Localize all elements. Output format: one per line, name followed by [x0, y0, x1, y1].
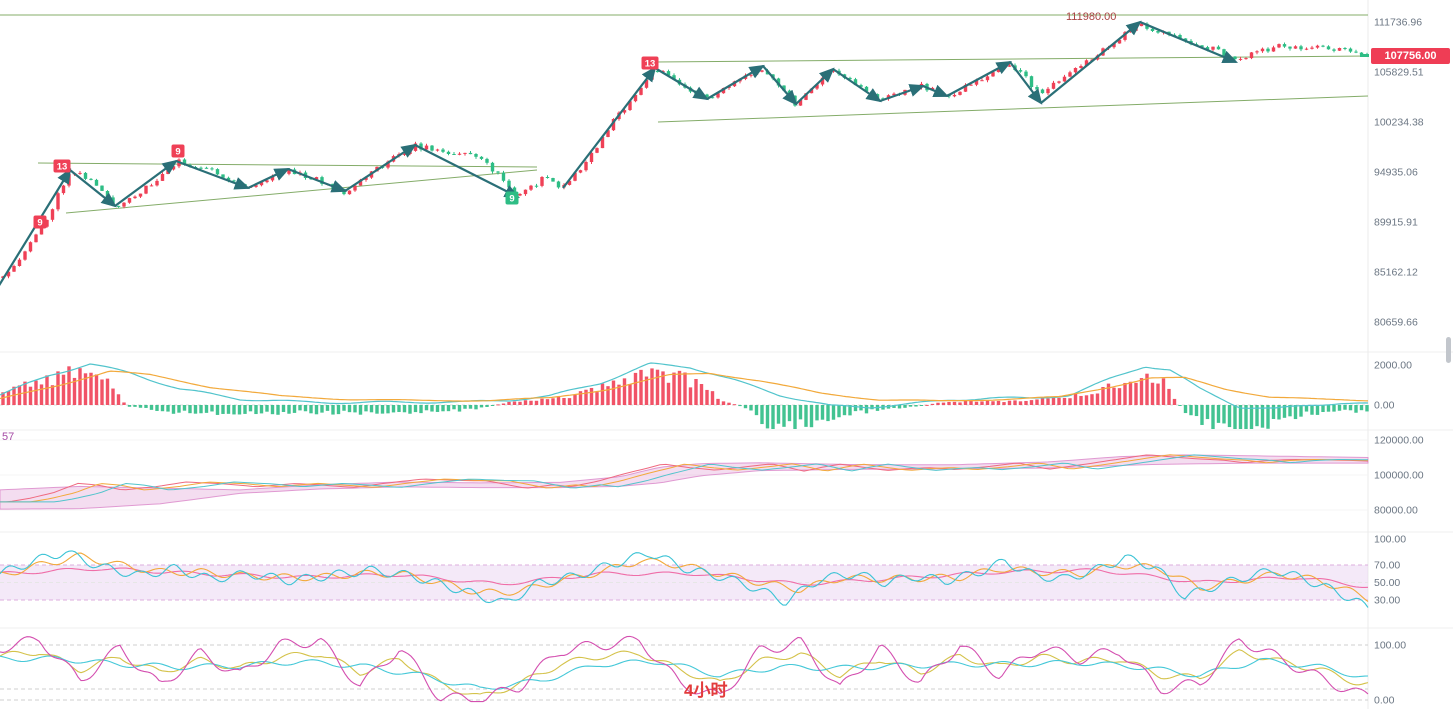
svg-text:111736.96: 111736.96 — [1374, 17, 1422, 29]
svg-text:9: 9 — [175, 147, 180, 158]
svg-text:80659.66: 80659.66 — [1374, 316, 1418, 328]
svg-text:2000.00: 2000.00 — [1374, 360, 1412, 372]
svg-text:0.00: 0.00 — [1374, 400, 1395, 412]
indicator-param-label: 57 — [2, 431, 15, 443]
ma-ribbon-panel — [0, 439, 1369, 511]
svg-text:100.00: 100.00 — [1374, 533, 1406, 545]
scrollbar-thumb[interactable] — [1446, 337, 1451, 363]
svg-text:80000.00: 80000.00 — [1374, 505, 1418, 517]
rsi-panel — [0, 550, 1369, 608]
svg-text:50.00: 50.00 — [1374, 577, 1400, 589]
peak-price-label: 111980.00 — [1066, 11, 1117, 23]
svg-text:30.00: 30.00 — [1374, 595, 1400, 607]
svg-text:9: 9 — [509, 194, 514, 205]
svg-text:9: 9 — [37, 218, 42, 229]
timeframe-label: 4小时 — [684, 681, 728, 700]
svg-text:100.00: 100.00 — [1374, 640, 1406, 652]
svg-text:85162.12: 85162.12 — [1374, 266, 1418, 278]
svg-text:70.00: 70.00 — [1374, 560, 1400, 572]
svg-text:120000.00: 120000.00 — [1374, 435, 1424, 447]
current-price-badge[interactable]: 107756.00 — [1371, 48, 1450, 64]
svg-text:13: 13 — [57, 162, 68, 173]
price-panel: 9 13 9 9 13 — [0, 14, 1369, 286]
kdj-panel — [0, 635, 1369, 703]
last-price-tick — [1360, 54, 1369, 57]
svg-text:89915.91: 89915.91 — [1374, 216, 1418, 228]
svg-text:13: 13 — [645, 59, 656, 70]
svg-text:0.00: 0.00 — [1374, 695, 1395, 707]
price-axis[interactable]: 111736.96 105829.51 100234.38 94935.06 89915… — [1374, 17, 1424, 707]
macd-panel — [0, 362, 1369, 429]
svg-text:100000.00: 100000.00 — [1374, 470, 1424, 482]
svg-text:100234.38: 100234.38 — [1374, 116, 1424, 128]
svg-text:105829.51: 105829.51 — [1374, 66, 1424, 78]
svg-text:94935.06: 94935.06 — [1374, 166, 1418, 178]
